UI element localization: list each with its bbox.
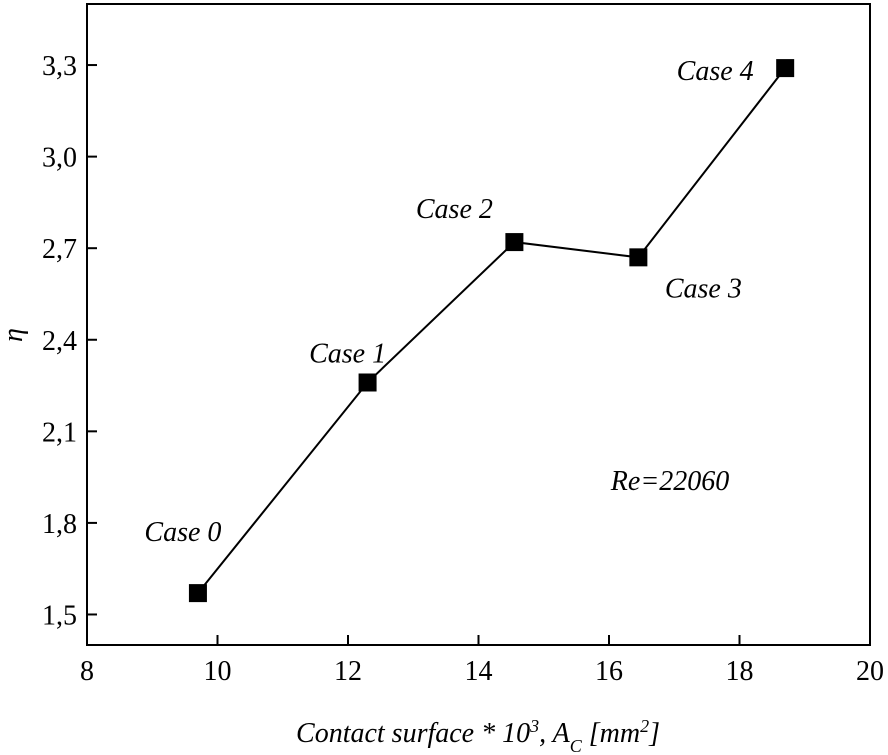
x-tick-label: 12 [334,656,362,687]
data-point-marker [629,248,648,267]
x-axis-label-unit-exp: 2 [640,716,649,736]
y-tick-label: 3,0 [42,143,77,174]
x-axis-label-unit-open: [mm [582,718,640,749]
data-markers [188,59,795,603]
point-label: Case 3 [665,273,742,304]
point-label: Case 0 [144,517,221,548]
point-labels: Case 0 Case 1 Case 2 Case 3 Case 4 [144,56,753,548]
y-tick-label: 3,3 [42,51,77,82]
point-label: Case 4 [677,56,754,87]
y-axis-label: η [0,328,29,342]
y-tick-label: 2,7 [42,234,77,265]
x-axis-label-mid: , A [539,718,570,749]
data-point-marker [776,59,795,78]
data-point-marker [188,584,207,603]
x-axis-label: Contact surface * 103, AC [mm2] [296,716,660,755]
plot-area-border [86,3,871,646]
y-tick-label: 1,5 [42,600,77,631]
x-axis-label-unit-close: ] [648,718,660,749]
data-point-marker [358,373,377,392]
x-axis-label-sub: C [570,736,583,755]
y-tick-label: 2,1 [42,417,77,448]
x-tick-label: 10 [204,656,232,687]
x-tick-label: 14 [465,656,493,687]
x-axis-label-exp: 3 [529,716,539,736]
annotation-re: Re=22060 [610,466,729,497]
plot-frame [86,3,871,646]
y-tick-label: 1,8 [42,509,77,540]
x-tick-label: 8 [80,656,94,687]
data-point-marker [505,233,524,252]
series-line-path [197,67,786,594]
x-axis-label-main: Contact surface * 10 [296,718,530,749]
point-label: Case 1 [309,338,386,369]
x-tick-label: 18 [726,656,754,687]
axis-ticks: 8 10 12 14 16 18 20 1,5 1,8 2,1 2,4 2,7 3,0 3,3 [42,51,884,687]
y-tick-label: 2,4 [42,326,77,357]
x-tick-label: 20 [856,656,884,687]
point-label: Case 2 [416,194,493,225]
series-line [197,67,786,594]
x-tick-label: 16 [595,656,623,687]
